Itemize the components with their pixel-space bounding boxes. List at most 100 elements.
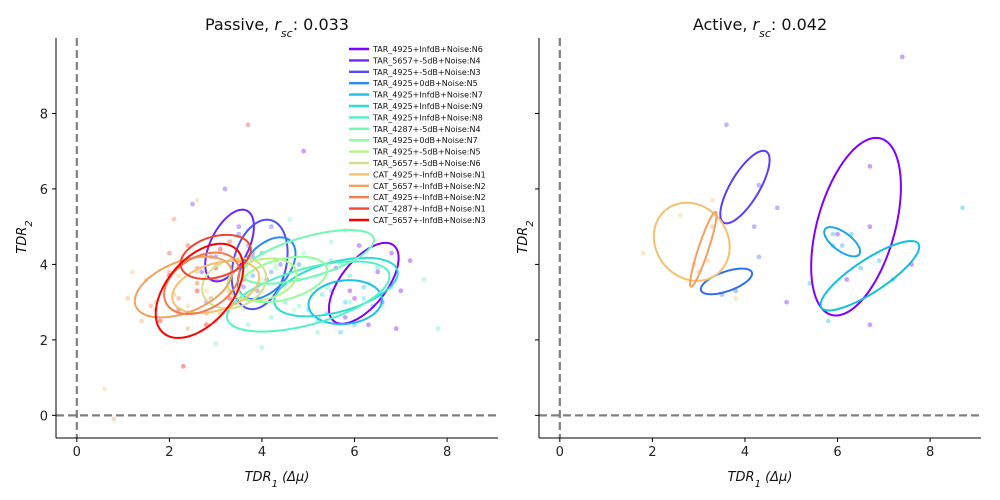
active-point-s0-0 <box>867 163 873 169</box>
passive-point-s0-11 <box>393 326 399 331</box>
active-x-axis-label: TDR1 (Δμ) <box>728 470 793 490</box>
active-point-s4-3 <box>825 318 831 324</box>
active-point-s0-6 <box>784 299 790 305</box>
passive-ellipse-13 <box>163 251 241 315</box>
passive-point-s15-0 <box>194 288 200 294</box>
active-ellipse-4 <box>819 240 921 312</box>
passive-ellipse-4 <box>307 279 384 326</box>
active-point-s0-4 <box>844 277 850 282</box>
active-point-s5-2 <box>640 250 646 256</box>
passive-point-s6-3 <box>347 299 353 305</box>
active-point-s5-1 <box>710 197 715 203</box>
passive-x-tick-label: 0 <box>73 445 81 460</box>
active-x-tick-label: 8 <box>926 445 934 460</box>
passive-point-s5-6 <box>375 265 381 271</box>
passive-point-s4-6 <box>338 329 344 335</box>
passive-point-s5-1 <box>347 273 353 279</box>
passive-point-s12-7 <box>111 416 117 422</box>
legend-label-14: CAT_4287+-InfdB+Noise:N1 <box>373 205 486 214</box>
legend-label-15: CAT_5657+-InfdB+Noise:N3 <box>373 216 486 225</box>
passive-x-tick-label: 4 <box>258 445 266 460</box>
passive-point-s1-3 <box>222 186 228 192</box>
passive-point-s11-8 <box>194 197 200 203</box>
legend-label-6: TAR_4925+InfdB+Noise:N8 <box>372 113 483 122</box>
active-point-s0-1 <box>899 54 905 60</box>
passive-point-s1-1 <box>236 224 242 230</box>
active-y-axis-label: TDR2 <box>516 220 536 253</box>
passive-ellipse-15 <box>154 242 245 339</box>
passive-point-s0-7 <box>301 148 307 154</box>
active-point-s3-1 <box>839 243 845 248</box>
passive-point-s0-3 <box>389 250 394 256</box>
passive-point-s14-7 <box>166 250 172 256</box>
passive-point-s11-2 <box>185 303 191 309</box>
passive-point-s0-12 <box>347 288 353 294</box>
legend-label-12: CAT_5657+-InfdB+Noise:N2 <box>373 182 486 191</box>
passive-point-s1-5 <box>190 201 195 207</box>
passive-point-s0-2 <box>342 314 348 320</box>
passive-point-s7-0 <box>301 250 307 256</box>
legend-label-0: TAR_4925+InfdB+Noise:N6 <box>372 45 483 54</box>
passive-point-s3-0 <box>268 269 274 275</box>
active-point-s1-2 <box>751 224 757 230</box>
passive-ellipse-14 <box>179 233 252 280</box>
active-point-s5-4 <box>705 258 711 264</box>
passive-point-s6-13 <box>213 341 219 347</box>
passive-y-tick-label: 2 <box>40 334 48 349</box>
active-point-s1-3 <box>774 205 780 211</box>
passive-point-s7-1 <box>328 239 334 245</box>
passive-x-tick-label: 8 <box>443 445 451 460</box>
passive-point-s10-6 <box>241 307 246 313</box>
passive-point-s15-8 <box>180 363 186 369</box>
active-point-s0-2 <box>867 224 873 230</box>
passive-point-s11-6 <box>129 269 135 275</box>
passive-point-s6-12 <box>435 326 441 331</box>
passive-point-s6-9 <box>259 345 265 350</box>
legend: TAR_4925+InfdB+Noise:N6 TAR_5657+-5dB+Noi… <box>349 45 486 225</box>
active-point-s3-3 <box>858 265 864 271</box>
passive-point-s1-2 <box>199 269 205 275</box>
passive-point-s7-4 <box>287 216 293 222</box>
active-point-s4-2 <box>807 280 813 286</box>
passive-point-s13-0 <box>194 280 200 286</box>
active-point-s5-0 <box>677 212 683 218</box>
passive-point-s12-5 <box>185 326 191 331</box>
active-x-tick-label: 6 <box>833 445 841 460</box>
legend-label-5: TAR_4925+InfdB+Noise:N9 <box>372 102 483 111</box>
passive-point-s9-0 <box>259 277 265 282</box>
passive-y-tick-label: 4 <box>40 258 48 273</box>
passive-point-s5-3 <box>361 295 367 301</box>
passive-point-s4-1 <box>361 284 367 290</box>
passive-point-s15-6 <box>157 318 163 324</box>
passive-point-s13-7 <box>171 216 177 222</box>
active-ellipse-5 <box>652 201 731 282</box>
passive-point-s8-6 <box>291 307 297 313</box>
passive-point-s13-2 <box>176 295 182 301</box>
passive-ellipse-0 <box>327 241 400 325</box>
passive-x-axis-label: TDR1 (Δμ) <box>245 470 310 490</box>
passive-ellipse-6 <box>225 260 391 333</box>
passive-point-s6-2 <box>268 314 274 320</box>
passive-point-s6-11 <box>421 277 427 282</box>
legend-label-13: CAT_4925+-InfdB+Noise:N2 <box>373 193 486 202</box>
legend-label-3: TAR_4925+0dB+Noise:N5 <box>372 79 478 88</box>
legend-label-2: TAR_4925+-5dB+Noise:N3 <box>372 68 481 77</box>
active-point-s0-5 <box>867 322 873 328</box>
active-x-tick-label: 2 <box>648 445 656 460</box>
passive-point-s1-6 <box>254 288 260 294</box>
active-ellipse-6 <box>689 210 718 288</box>
passive-point-s4-0 <box>342 299 348 305</box>
passive-point-s9-1 <box>273 262 279 267</box>
passive-point-s14-1 <box>227 239 232 245</box>
passive-title: Passive, rsc: 0.033 <box>205 15 349 40</box>
passive-y-tick-label: 8 <box>40 107 48 122</box>
passive-x-tick-label: 6 <box>350 445 358 460</box>
active-point-s0-7 <box>835 231 840 237</box>
passive-point-s10-5 <box>194 280 200 286</box>
passive-point-s3-5 <box>250 273 256 279</box>
passive-point-s13-6 <box>148 303 154 309</box>
passive-point-s5-0 <box>319 292 325 298</box>
passive-point-s14-4 <box>185 243 191 248</box>
passive-point-s6-6 <box>245 322 251 328</box>
active-point-s1-1 <box>756 182 762 188</box>
